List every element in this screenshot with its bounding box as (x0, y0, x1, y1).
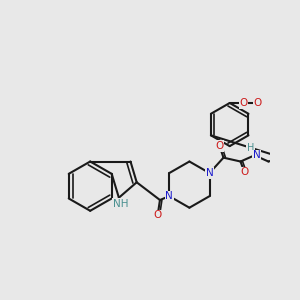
Text: N: N (165, 191, 173, 201)
Text: NH: NH (113, 199, 128, 209)
Text: O: O (239, 98, 248, 108)
Text: O: O (215, 141, 224, 151)
Text: O: O (240, 167, 248, 177)
Text: N: N (206, 168, 213, 178)
Text: N: N (253, 150, 261, 160)
Text: H: H (247, 143, 254, 153)
Text: O: O (154, 210, 162, 220)
Text: O: O (254, 98, 262, 108)
